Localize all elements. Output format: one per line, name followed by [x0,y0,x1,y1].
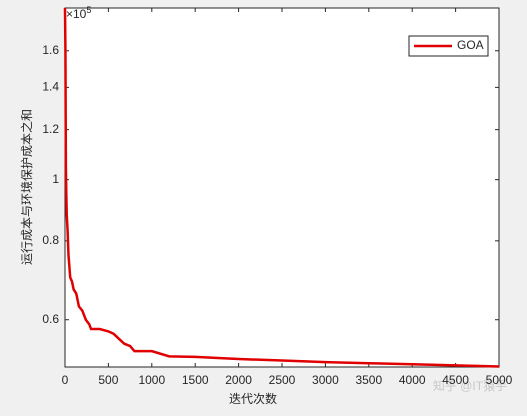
y-exponent: ×105 [66,5,91,21]
line-series [63,7,500,368]
y-exponent-base: ×10 [66,7,87,21]
x-tick-label: 1500 [182,373,209,387]
watermark: 知乎 @IT猿手 [433,378,507,393]
x-tick-label: 5000 [486,373,513,387]
x-tick-label: 4500 [442,373,469,387]
legend-label: GOA [457,38,484,52]
y-tick-label: 0.6 [42,312,59,326]
x-tick-label: 2500 [269,373,296,387]
x-axis-label: 迭代次数 [229,391,277,406]
x-tick-label: 3500 [355,373,382,387]
x-tick-label: 4000 [399,373,426,387]
y-tick-label: 1.2 [42,122,59,136]
y-axis-label: 运行成本与环境保护成本之和 [19,109,34,265]
y-tick-label: 1.4 [42,80,59,94]
y-exponent-power: 5 [86,5,91,15]
legend: GOA [408,35,489,57]
x-tick-label: 0 [62,373,69,387]
x-tick-label: 3000 [312,373,339,387]
x-tick-label: 500 [98,373,118,387]
plot-area [64,7,500,368]
x-tick-label: 2000 [225,373,252,387]
y-tick-label: 1 [52,172,59,186]
y-tick-label: 0.8 [42,233,59,247]
x-tick-label: 1000 [138,373,165,387]
y-tick-label: 1.6 [42,43,59,57]
